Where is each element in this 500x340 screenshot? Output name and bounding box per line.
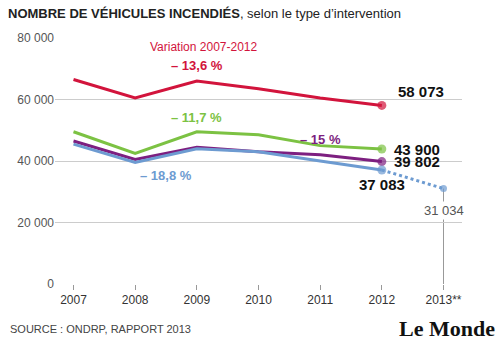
svg-text:31 034: 31 034 xyxy=(424,203,464,218)
svg-text:2013**: 2013** xyxy=(425,293,461,307)
svg-text:80 000: 80 000 xyxy=(17,31,54,45)
svg-text:2012: 2012 xyxy=(368,293,395,307)
svg-text:– 15 %: – 15 % xyxy=(300,132,341,147)
svg-text:58 073: 58 073 xyxy=(398,83,444,100)
svg-text:NOMBRE DE VÉHICULES INCENDIÉS,: NOMBRE DE VÉHICULES INCENDIÉS, selon le … xyxy=(8,6,401,21)
svg-text:2011: 2011 xyxy=(307,293,333,307)
svg-text:– 18,8 %: – 18,8 % xyxy=(140,168,192,183)
svg-text:SOURCE : ONDRP, RAPPORT 2013: SOURCE : ONDRP, RAPPORT 2013 xyxy=(10,323,191,335)
svg-text:– 13,6 %: – 13,6 % xyxy=(171,58,223,73)
svg-text:37 083: 37 083 xyxy=(359,176,405,193)
svg-text:40 000: 40 000 xyxy=(17,154,54,168)
svg-text:2007: 2007 xyxy=(60,293,87,307)
svg-text:2009: 2009 xyxy=(183,293,210,307)
svg-text:Variation 2007-2012: Variation 2007-2012 xyxy=(150,40,258,54)
svg-text:20 000: 20 000 xyxy=(17,216,54,230)
svg-text:0: 0 xyxy=(47,277,54,291)
svg-text:43 900: 43 900 xyxy=(394,141,440,158)
svg-text:2010: 2010 xyxy=(245,293,272,307)
svg-text:– 11,7 %: – 11,7 % xyxy=(171,110,222,125)
svg-text:60 000: 60 000 xyxy=(17,93,54,107)
svg-text:39 802: 39 802 xyxy=(394,153,440,170)
svg-text:2008: 2008 xyxy=(122,293,149,307)
svg-text:Le Monde: Le Monde xyxy=(399,316,495,340)
